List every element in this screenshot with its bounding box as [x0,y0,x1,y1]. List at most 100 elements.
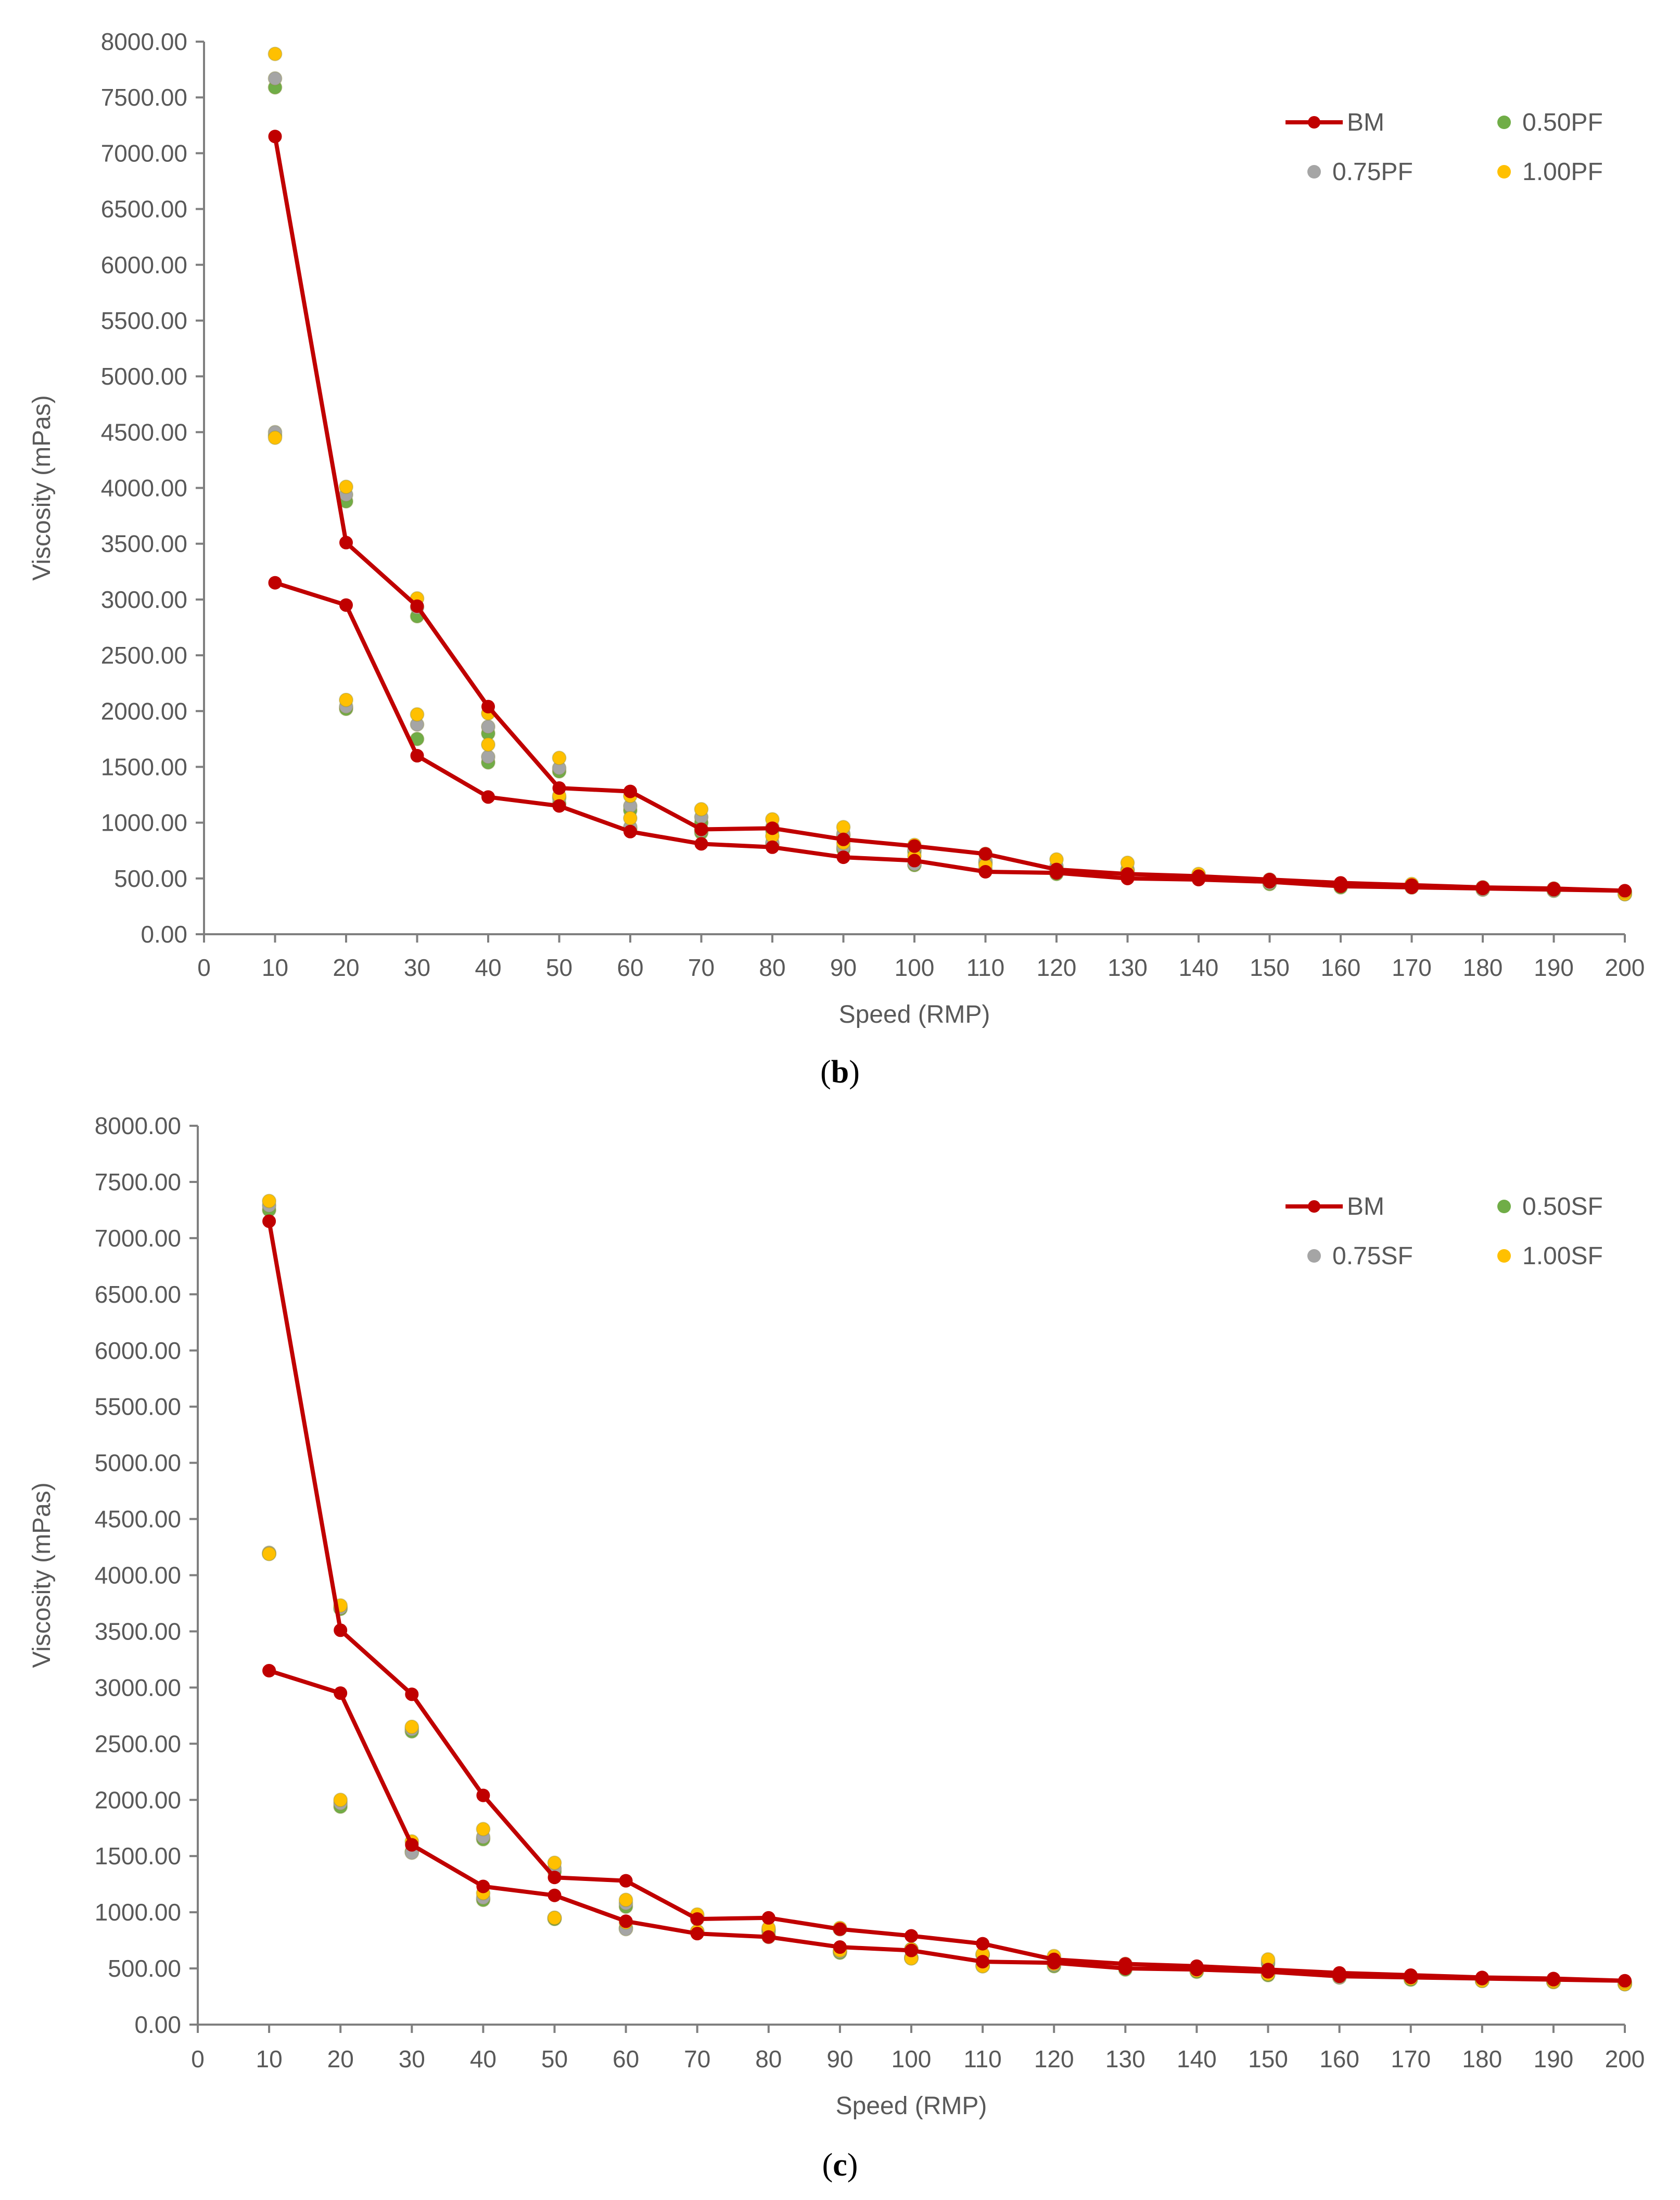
legend-label: 1.00SF [1522,1242,1603,1270]
y-tick-label: 6000.00 [101,251,187,278]
y-tick-label: 3500.00 [95,1618,181,1645]
data-point [623,784,637,798]
legend-label: 0.75PF [1332,158,1413,186]
y-tick-label: 500.00 [108,1955,181,1982]
legend-marker [1497,1200,1511,1213]
y-tick-label: 4000.00 [101,475,187,502]
chart-b: 0.00 500.00 1000.00 1500.00 2000.00 2500.00 30… [28,28,1645,1090]
data-point [833,1940,847,1954]
data-point [1405,880,1419,894]
data-point [410,599,424,613]
legend-item-0.75PF: 0.75PF [1307,158,1413,186]
series-0.50PF [268,80,1632,901]
y-tick-label: 5500.00 [95,1393,181,1420]
x-tick-label: 200 [1605,2045,1645,2072]
data-point [476,1879,490,1893]
legend-label: 0.50PF [1522,109,1603,136]
x-tick-label: 140 [1179,954,1219,981]
x-tick-label: 120 [1037,954,1077,981]
data-point [694,837,708,851]
legend-marker [1497,116,1511,129]
legend-item-0.50SF: 0.50SF [1497,1193,1603,1220]
data-point [694,802,709,817]
x-tick-label: 130 [1108,954,1148,981]
y-tick-label: 1500.00 [95,1842,181,1870]
data-point [908,854,921,868]
x-tick-label: 50 [546,954,572,981]
data-point [405,1838,419,1852]
data-point [833,1922,847,1936]
x-tick-label: 40 [475,954,501,981]
data-point [766,821,779,835]
data-point [908,839,921,853]
legend-marker [1497,165,1511,179]
data-point [262,1546,277,1561]
y-tick-label: 1500.00 [101,753,187,780]
data-point [1475,1972,1489,1986]
x-tick-label: 20 [333,954,359,981]
data-point [262,1193,277,1209]
data-point [339,479,353,494]
legend-item-0.50PF: 0.50PF [1497,109,1603,136]
data-point [268,130,282,144]
data-point [1121,871,1135,885]
y-tick-label: 500.00 [114,865,187,892]
x-tick-label: 90 [826,2045,853,2072]
data-point [481,749,495,765]
y-tick-label: 4000.00 [95,1562,181,1589]
x-tick-label: 70 [684,2045,710,2072]
y-tick-label: 5000.00 [95,1449,181,1477]
data-point [976,1955,990,1969]
data-point [1476,882,1490,896]
x-tick-label: 180 [1462,2045,1502,2072]
legend-label: BM [1347,109,1384,136]
y-tick-label: 2500.00 [95,1730,181,1757]
data-point [262,1214,276,1228]
data-point [405,1687,419,1701]
data-point [978,864,992,879]
data-point [619,1874,633,1888]
legend-item-0.75SF: 0.75SF [1307,1242,1413,1270]
data-point [481,737,495,752]
x-tick-label: 80 [755,2045,782,2072]
x-tick-label: 110 [963,2045,1001,2072]
y-tick-label: 5000.00 [101,363,187,390]
data-point [1261,1965,1275,1979]
x-tick-label: 170 [1391,2045,1431,2072]
y-tick-label: 7500.00 [101,84,187,111]
x-tick-label: 10 [256,2045,283,2072]
x-tick-label: 200 [1605,954,1645,981]
y-tick-label: 8000.00 [101,28,187,55]
data-point [268,46,283,61]
x-tick-label: 60 [613,2045,639,2072]
data-point [976,1937,990,1951]
x-tick-label: 150 [1248,2045,1288,2072]
data-point [333,1792,348,1808]
data-point [552,799,566,813]
data-point [905,1929,918,1943]
x-tick-label: 90 [830,954,857,981]
data-point [476,1822,491,1837]
x-tick-label: 10 [262,954,288,981]
data-point [410,749,424,762]
caption-label: c [833,2147,847,2183]
y-tick-label: 5500.00 [101,307,187,334]
x-tick-label: 150 [1250,954,1290,981]
series-line [273,136,1627,893]
legend-label: 0.75SF [1332,1242,1413,1270]
series-BM [262,1214,1632,1988]
data-point [1118,1962,1132,1976]
legend-marker [1307,1249,1321,1263]
data-point [476,1788,490,1802]
data-point [690,1927,704,1941]
series-1.00SF [262,1193,1632,1992]
data-point [268,576,282,590]
x-tick-label: 80 [759,954,785,981]
y-tick-label: 3500.00 [101,530,187,557]
series-0.50SF [262,1202,1632,1992]
x-tick-label: 170 [1392,954,1432,981]
data-point [836,820,851,835]
x-tick-label: 130 [1105,2045,1146,2072]
data-point [1404,1970,1418,1985]
